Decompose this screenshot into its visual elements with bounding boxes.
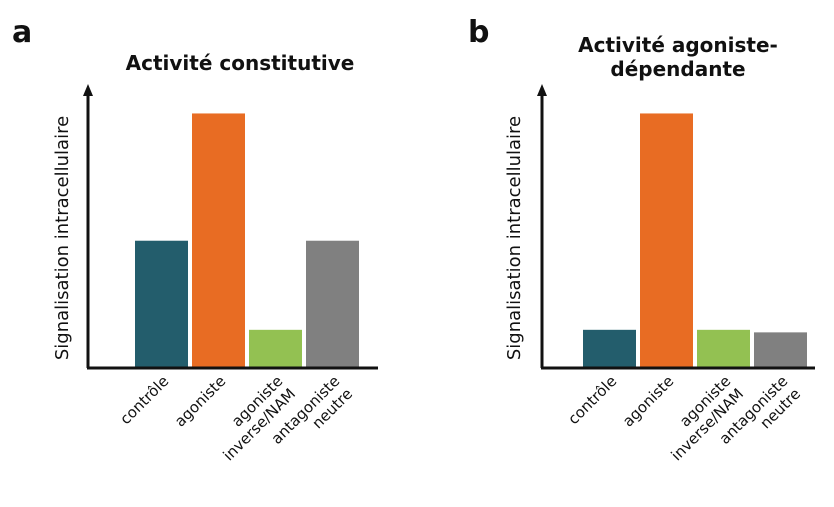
x-tick-label-line: contrôle <box>116 372 172 428</box>
bar <box>754 332 807 368</box>
panel-letter: a <box>12 15 32 50</box>
x-tick-label: contrôle <box>116 372 172 428</box>
chart-title-line: Activité agoniste- <box>578 33 778 57</box>
x-tick-label: contrôle <box>564 372 620 428</box>
y-axis-label: Signalisation intracellulaire <box>504 116 525 360</box>
chart-panel-b: b Activité agoniste-dépendante Signalisati… <box>468 15 815 464</box>
chart-title: Activité agoniste-dépendante <box>578 33 778 81</box>
x-tick-label: agoniste <box>619 372 677 430</box>
bar <box>135 241 188 368</box>
panel-letter: b <box>468 15 489 50</box>
bar <box>697 330 750 368</box>
y-axis-arrow <box>537 84 547 96</box>
y-axis-label: Signalisation intracellulaire <box>52 116 73 360</box>
chart-title-line: dépendante <box>610 57 745 81</box>
bar <box>640 113 693 368</box>
bar <box>306 241 359 368</box>
bar <box>192 113 245 368</box>
x-tick-label-line: contrôle <box>564 372 620 428</box>
chart-title-line: Activité constitutive <box>126 51 355 75</box>
chart-title: Activité constitutive <box>126 51 355 75</box>
x-tick-label-line: agoniste <box>171 372 229 430</box>
x-tick-label-line: agoniste <box>619 372 677 430</box>
x-tick-label: agoniste <box>171 372 229 430</box>
y-axis-arrow <box>83 84 93 96</box>
bar <box>249 330 302 368</box>
chart-panel-a: a Activité constitutive Signalisation intr… <box>12 15 378 464</box>
bar <box>583 330 636 368</box>
